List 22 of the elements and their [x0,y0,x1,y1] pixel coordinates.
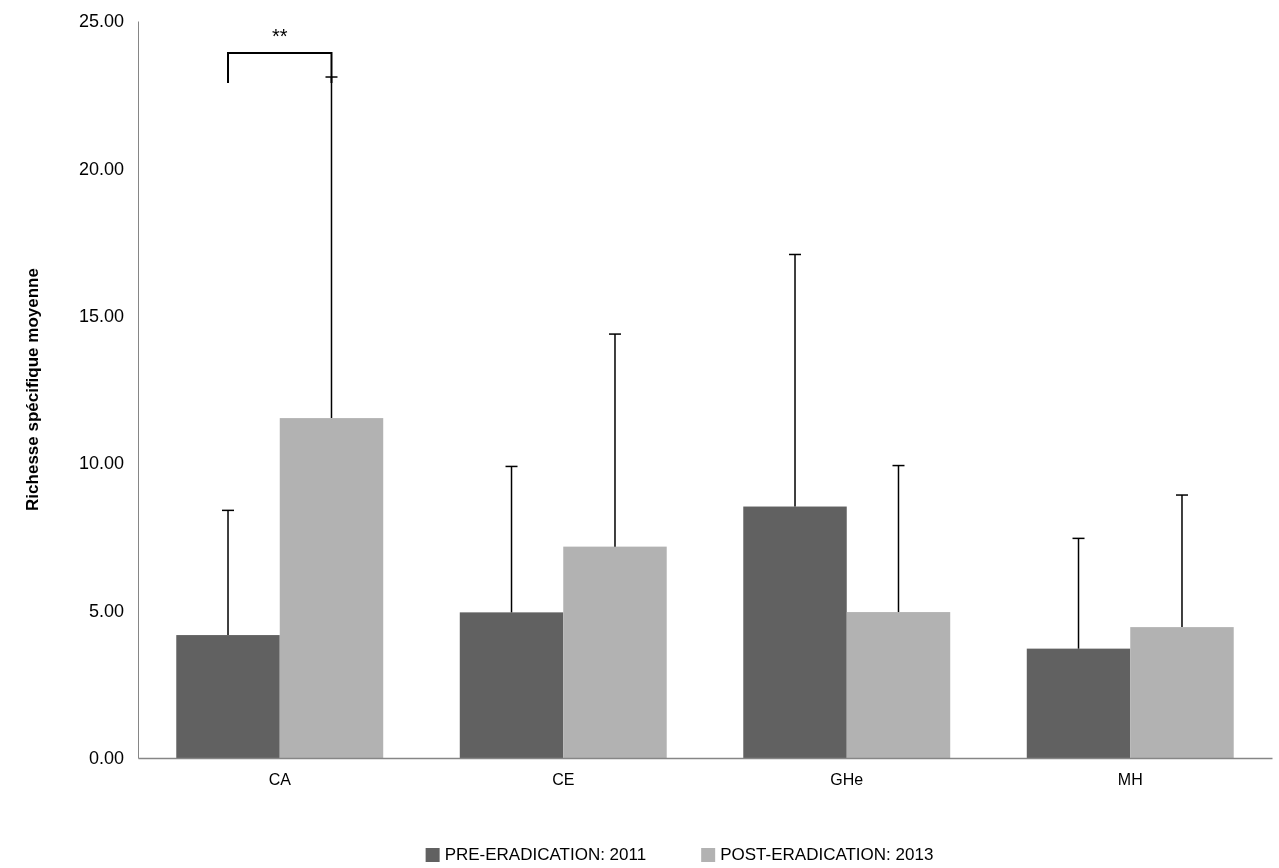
y-axis-title: Richesse spécifique moyenne [23,268,42,511]
bar [743,506,847,758]
legend-label: POST-ERADICATION: 2013 [720,845,934,864]
y-tick-label: 20.00 [78,158,124,179]
annotation: ** [271,25,288,47]
y-tick-label: 25.00 [78,11,124,32]
bar [846,612,951,758]
x-tick-label: GHe [830,771,864,789]
y-tick-label: 15.00 [78,306,124,327]
x-tick-label: CA [268,771,292,789]
bar [1130,627,1234,758]
y-tick-label: 10.00 [78,453,124,474]
y-tick-label: 0.00 [88,748,124,769]
bar [279,418,384,758]
x-tick-label: CE [552,771,575,789]
bar [459,612,564,758]
y-tick-label: 5.00 [88,600,124,621]
x-tick-label: MH [1117,771,1143,789]
bar [563,546,667,758]
legend-label: PRE-ERADICATION: 2011 [444,845,647,864]
bar [176,635,280,758]
bar [1026,648,1131,758]
